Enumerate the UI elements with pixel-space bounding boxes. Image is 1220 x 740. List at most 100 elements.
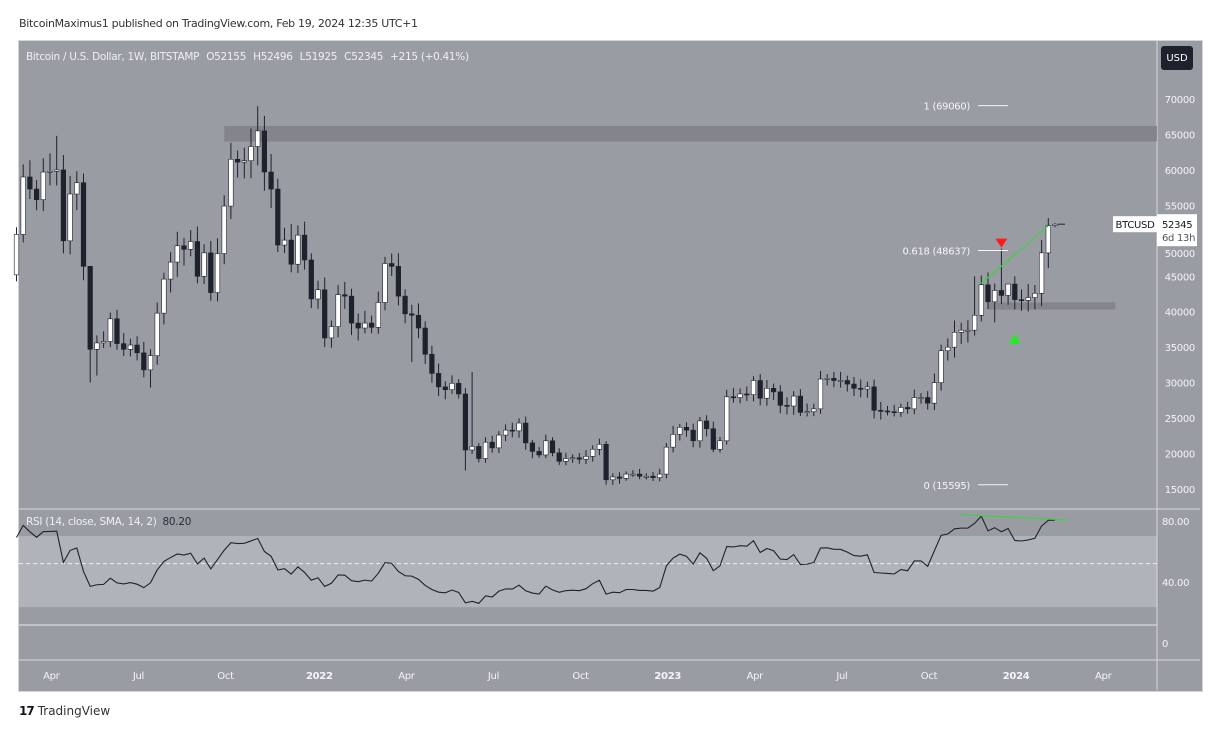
candle-up bbox=[837, 380, 844, 382]
time-tick-label: Jul bbox=[835, 671, 847, 682]
brand-name: TradingView bbox=[37, 704, 111, 718]
fib-level-label: 0.618 (48637) bbox=[902, 246, 970, 257]
candle-up bbox=[13, 234, 20, 276]
candle-down bbox=[87, 266, 93, 350]
rsi-divergence-line bbox=[961, 514, 1069, 521]
candle-up bbox=[978, 284, 984, 316]
last-price-value: 52345 bbox=[1162, 220, 1192, 231]
candle-up bbox=[791, 395, 797, 407]
candle-up bbox=[375, 302, 381, 328]
candle-up bbox=[362, 322, 368, 329]
price-tick-label: 70000 bbox=[1165, 95, 1195, 106]
symbol-legend: Bitcoin / U.S. Dollar, 1W, BITSTAMP O521… bbox=[26, 51, 473, 63]
last-price-tag bbox=[1157, 214, 1197, 247]
candle-down bbox=[650, 475, 656, 478]
candle-down bbox=[489, 441, 495, 449]
price-tick-label: 65000 bbox=[1165, 130, 1195, 141]
trendline bbox=[980, 225, 1049, 284]
candle-down bbox=[690, 429, 696, 442]
candle-up bbox=[643, 475, 649, 478]
time-tick-label: Oct bbox=[572, 671, 589, 682]
candle-up bbox=[931, 382, 937, 404]
candle-up bbox=[1039, 252, 1045, 294]
time-tick-label: Apr bbox=[398, 671, 416, 682]
candle-up bbox=[168, 261, 174, 280]
candle-up bbox=[817, 378, 824, 410]
bullish-triangle-icon bbox=[1008, 333, 1021, 344]
candle-up bbox=[1045, 225, 1051, 254]
candle-up bbox=[543, 440, 549, 456]
candle-down bbox=[395, 266, 402, 297]
candle-up bbox=[596, 444, 602, 450]
candle-down bbox=[134, 344, 140, 354]
candle-up bbox=[717, 440, 723, 450]
ohlc-low: L51925 bbox=[299, 51, 338, 63]
candle-up bbox=[938, 350, 944, 383]
candle-down bbox=[985, 284, 991, 303]
candle-up bbox=[804, 411, 810, 413]
candle-down bbox=[60, 169, 66, 242]
candle-up bbox=[911, 397, 917, 410]
price-tick-label: 40000 bbox=[1165, 308, 1195, 319]
candle-up bbox=[958, 329, 964, 333]
symbol-title: Bitcoin / U.S. Dollar, 1W, BITSTAMP bbox=[26, 51, 200, 63]
candle-down bbox=[576, 457, 582, 460]
candle-down bbox=[744, 393, 750, 396]
candle-up bbox=[255, 130, 261, 147]
candle-down bbox=[389, 263, 395, 267]
candle-up bbox=[623, 473, 629, 479]
currency-button[interactable]: USD bbox=[1161, 46, 1193, 70]
candle-down bbox=[456, 383, 462, 395]
bar-countdown: 6d 13h bbox=[1162, 233, 1195, 244]
candle-down bbox=[603, 444, 609, 481]
candle-up bbox=[335, 294, 341, 327]
candle-up bbox=[992, 290, 998, 303]
price-tick-label: 55000 bbox=[1165, 201, 1195, 212]
candle-up bbox=[281, 239, 288, 246]
time-tick-label: 2024 bbox=[1003, 671, 1030, 682]
rsi-legend: RSI (14, close, SMA, 14, 2) 80.20 bbox=[26, 516, 191, 528]
candle-down bbox=[871, 386, 877, 411]
candle-up bbox=[590, 448, 596, 457]
candle-up bbox=[764, 388, 770, 399]
price-tick-label: 60000 bbox=[1165, 166, 1195, 177]
candle-up bbox=[1025, 297, 1031, 301]
price-tick-label: 45000 bbox=[1165, 272, 1195, 283]
candle-up bbox=[824, 378, 830, 380]
candle-down bbox=[342, 294, 348, 297]
time-tick-label: Apr bbox=[1095, 671, 1113, 682]
candle-up bbox=[663, 446, 669, 475]
tv-logo-icon: 𝟭𝟳 bbox=[19, 704, 35, 718]
candle-down bbox=[509, 429, 515, 432]
candle-up bbox=[898, 407, 904, 413]
support-zone bbox=[988, 302, 1116, 310]
time-tick-label: Oct bbox=[921, 671, 938, 682]
candle-down bbox=[710, 428, 716, 450]
candle-up bbox=[241, 160, 247, 163]
candle-up bbox=[54, 169, 60, 172]
price-tick-label: 20000 bbox=[1165, 450, 1195, 461]
candle-down bbox=[422, 327, 428, 355]
resistance-zone bbox=[224, 125, 1157, 142]
candle-up bbox=[750, 380, 757, 395]
candle-down bbox=[114, 318, 120, 344]
candle-up bbox=[20, 176, 26, 235]
candle-up bbox=[811, 408, 817, 412]
candle-down bbox=[208, 252, 214, 293]
candle-up bbox=[161, 278, 167, 314]
time-tick-label: Oct bbox=[217, 671, 234, 682]
candle-up bbox=[918, 397, 924, 399]
candle-down bbox=[797, 395, 803, 413]
price-tick-label: 30000 bbox=[1165, 379, 1195, 390]
candle-down bbox=[784, 405, 790, 407]
candle-up bbox=[496, 434, 502, 449]
candle-down bbox=[523, 422, 529, 444]
candle-down bbox=[549, 440, 556, 454]
candle-up bbox=[449, 383, 455, 391]
tradingview-logo[interactable]: 𝟭𝟳 TradingView bbox=[19, 704, 110, 718]
price-tick-label: 25000 bbox=[1165, 414, 1195, 425]
candle-up bbox=[965, 329, 971, 332]
candle-up bbox=[315, 289, 321, 300]
candle-up bbox=[569, 457, 576, 460]
